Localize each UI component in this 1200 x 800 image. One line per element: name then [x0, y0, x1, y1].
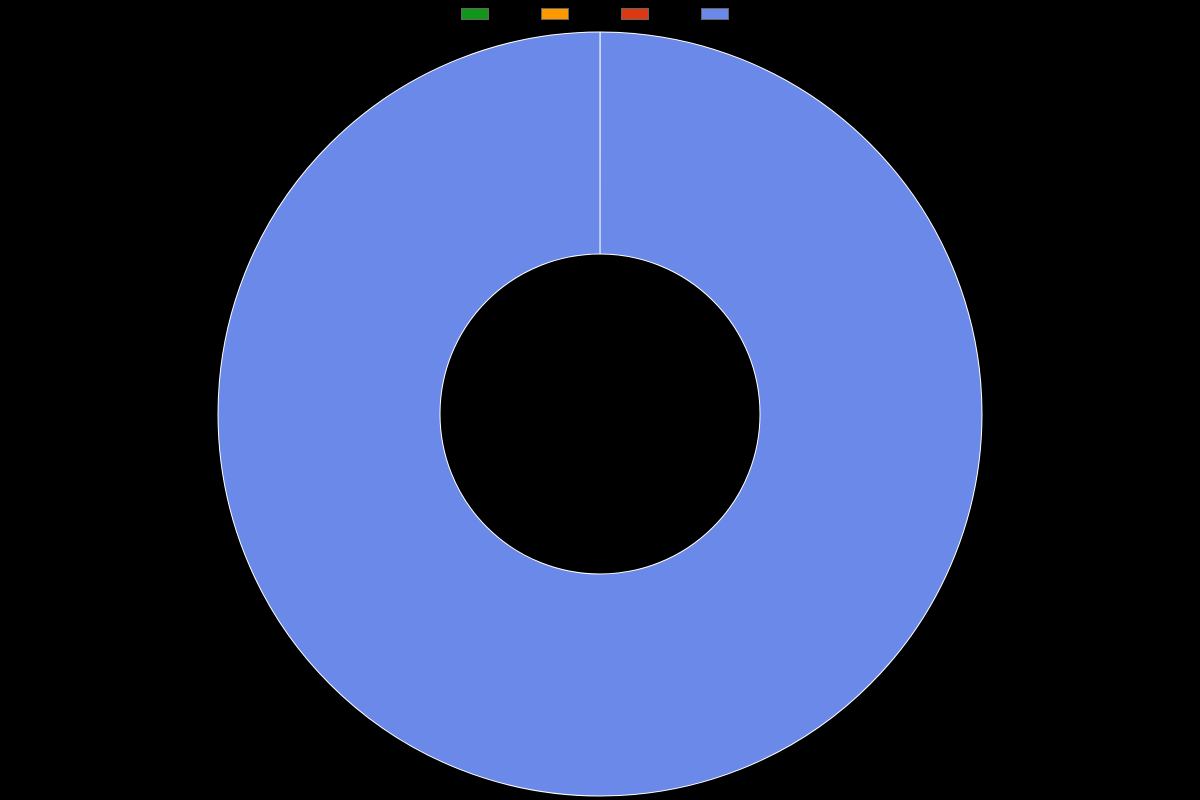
legend-swatch-0 [461, 8, 489, 20]
legend-swatch-1 [541, 8, 569, 20]
legend-item-2[interactable] [621, 8, 659, 20]
legend-item-1[interactable] [541, 8, 579, 20]
legend-item-3[interactable] [701, 8, 739, 20]
legend-swatch-3 [701, 8, 729, 20]
chart-legend [461, 8, 739, 20]
legend-swatch-2 [621, 8, 649, 20]
legend-item-0[interactable] [461, 8, 499, 20]
donut-chart [0, 28, 1200, 800]
donut-chart-container [0, 28, 1200, 800]
